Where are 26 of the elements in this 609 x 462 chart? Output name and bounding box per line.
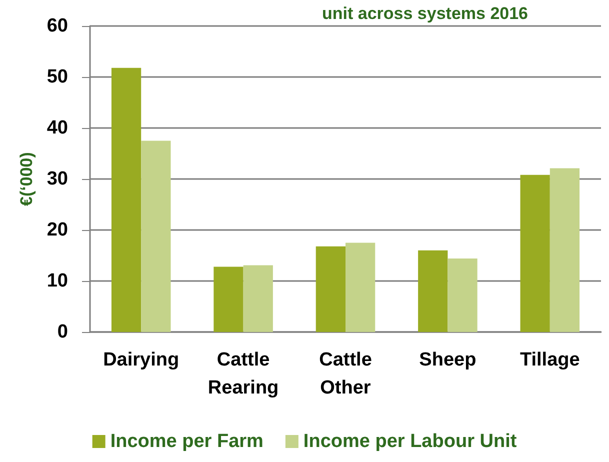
- bar: [418, 250, 448, 332]
- bar: [520, 174, 550, 332]
- y-axis-title: €(‘000): [17, 152, 36, 206]
- chart-title: unit across systems 2016: [322, 4, 528, 23]
- x-tick-label: Sheep: [419, 350, 476, 370]
- bar: [316, 246, 346, 332]
- y-tick-label: 10: [46, 270, 68, 292]
- x-tick-label: Dairying: [103, 350, 180, 370]
- y-tick-label: 0: [57, 322, 68, 342]
- bar: [550, 168, 580, 332]
- x-tick-label: Tillage: [520, 350, 580, 370]
- y-tick-label: 40: [46, 118, 68, 138]
- bar: [214, 266, 244, 332]
- bar: [448, 258, 478, 332]
- bar: [111, 68, 142, 332]
- x-tick-label: Cattle Other: [319, 350, 372, 398]
- x-tick-label: Cattle Rearing: [208, 350, 279, 398]
- bar: [141, 140, 171, 332]
- y-tick-label: 60: [46, 16, 68, 36]
- bar: [346, 242, 376, 332]
- y-tick-label: 20: [46, 220, 68, 240]
- y-tick-label: 50: [46, 66, 68, 88]
- y-tick-label: 30: [46, 168, 68, 190]
- legend-label: Income per Farm: [110, 431, 264, 452]
- bar: [243, 265, 273, 332]
- legend-label: Income per Labour Unit: [303, 431, 518, 452]
